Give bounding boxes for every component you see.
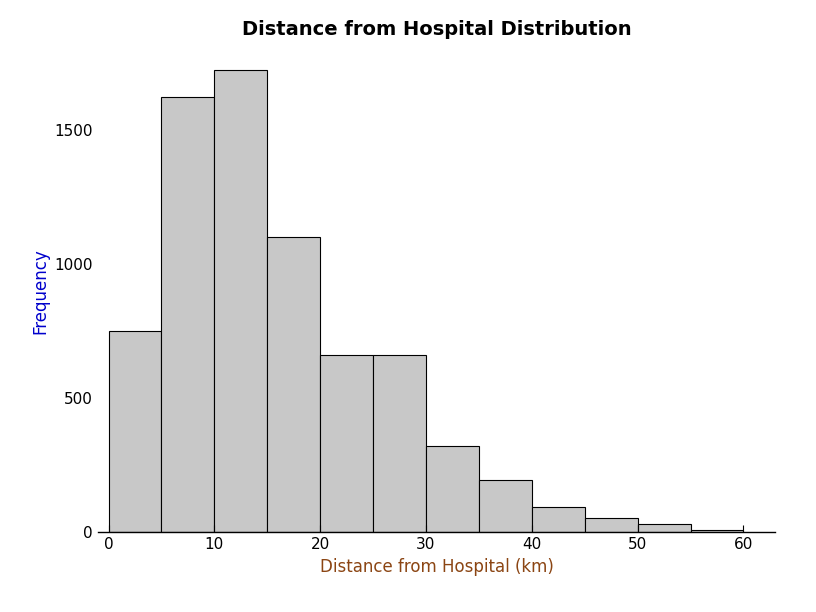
Bar bbox=[585, 518, 637, 532]
Bar bbox=[320, 355, 373, 532]
Bar bbox=[532, 507, 585, 532]
Bar bbox=[215, 70, 268, 532]
X-axis label: Distance from Hospital (km): Distance from Hospital (km) bbox=[320, 558, 553, 576]
Bar bbox=[109, 331, 162, 532]
Title: Distance from Hospital Distribution: Distance from Hospital Distribution bbox=[242, 20, 632, 39]
Y-axis label: Frequency: Frequency bbox=[31, 248, 49, 334]
Bar bbox=[162, 97, 215, 532]
Bar bbox=[268, 237, 320, 532]
Bar bbox=[637, 524, 690, 532]
Bar bbox=[373, 355, 426, 532]
Bar bbox=[479, 480, 532, 532]
Bar bbox=[426, 447, 479, 532]
Bar bbox=[690, 530, 743, 532]
